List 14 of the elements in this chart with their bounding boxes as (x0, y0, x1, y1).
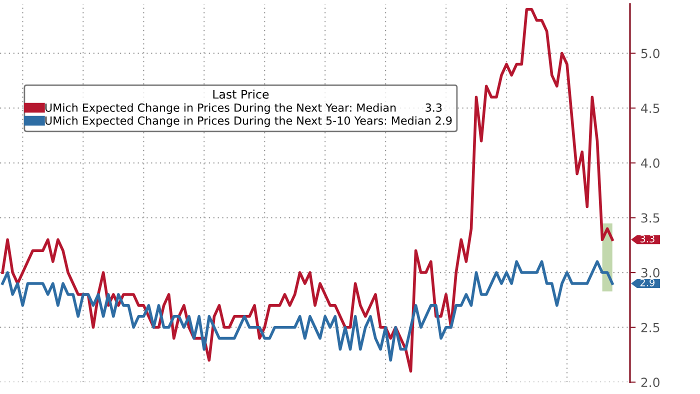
y-tick-label: 4.5 (641, 104, 660, 114)
y-tick-label: 2.0 (641, 378, 660, 388)
legend-label: UMich Expected Change in Prices During the Next 5-10 Years: Median 2.9 (45, 116, 452, 127)
legend-label: UMich Expected Change in Prices During the Next Year: Median 3.3 (45, 103, 442, 114)
y-tick-label: 5.0 (641, 48, 660, 58)
legend-title: Last Price (213, 90, 269, 99)
line-series (1, 8, 614, 373)
text: 3.3 (640, 235, 654, 242)
y-tick-label: 3.0 (641, 268, 660, 278)
text: 2.9 (640, 278, 654, 286)
line-series (1, 260, 614, 362)
y-tick-label: 4.0 (641, 158, 660, 168)
y-tick-label: 3.5 (641, 213, 660, 223)
y-tick-label: 2.5 (641, 322, 660, 332)
